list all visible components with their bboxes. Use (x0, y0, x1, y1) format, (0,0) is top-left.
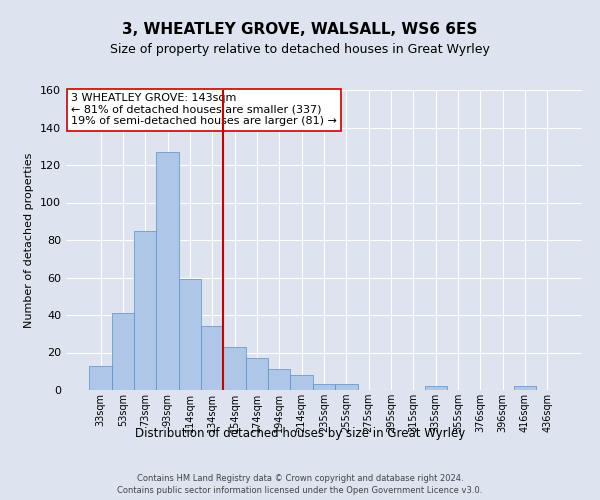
Bar (157, 152, 179, 390)
Text: 3 WHEATLEY GROVE: 143sqm
← 81% of detached houses are smaller (337)
19% of semi-: 3 WHEATLEY GROVE: 143sqm ← 81% of detach… (71, 93, 337, 126)
Bar (134, 230, 157, 390)
Bar (179, 280, 201, 390)
Bar (89, 366, 112, 390)
Bar (112, 313, 134, 390)
Bar (514, 386, 536, 390)
Bar (425, 386, 447, 390)
Bar (290, 375, 313, 390)
Y-axis label: Number of detached properties: Number of detached properties (25, 152, 34, 328)
Bar (201, 326, 223, 390)
Bar (313, 384, 335, 390)
Text: Contains HM Land Registry data © Crown copyright and database right 2024.
Contai: Contains HM Land Registry data © Crown c… (118, 474, 482, 495)
Text: Size of property relative to detached houses in Great Wyrley: Size of property relative to detached ho… (110, 42, 490, 56)
Bar (223, 347, 246, 390)
Text: 3, WHEATLEY GROVE, WALSALL, WS6 6ES: 3, WHEATLEY GROVE, WALSALL, WS6 6ES (122, 22, 478, 38)
Bar (246, 358, 268, 390)
Bar (268, 370, 290, 390)
Text: Distribution of detached houses by size in Great Wyrley: Distribution of detached houses by size … (135, 428, 465, 440)
Bar (335, 384, 358, 390)
